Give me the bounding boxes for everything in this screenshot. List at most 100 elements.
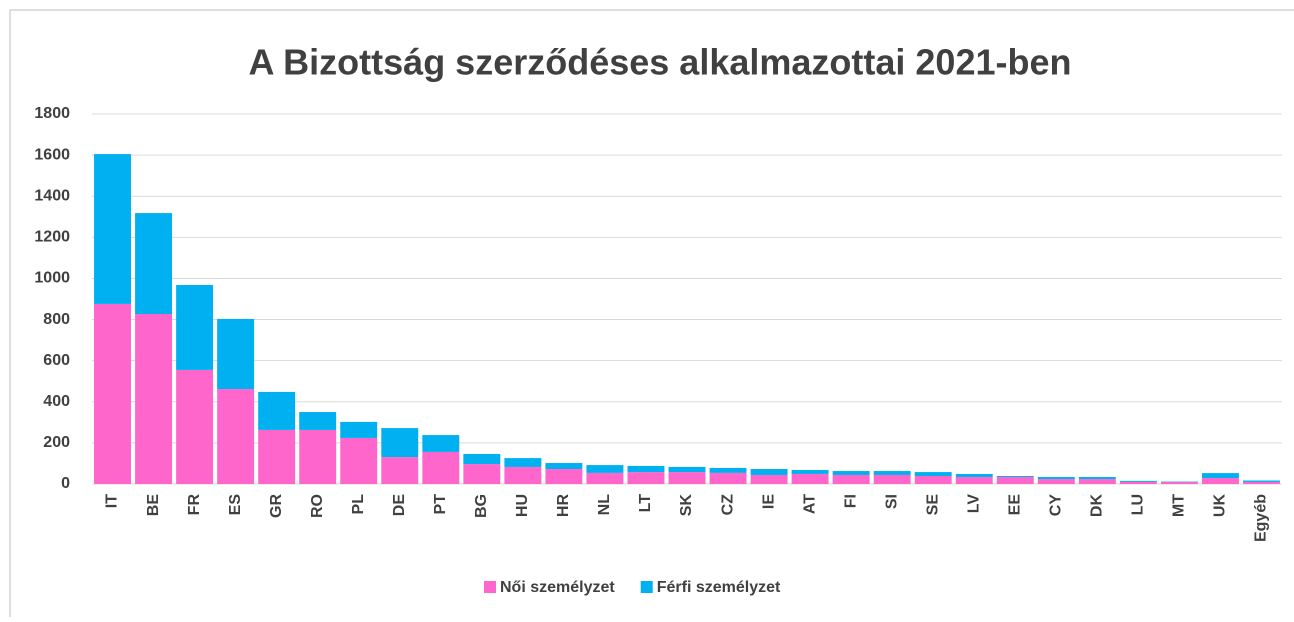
bar-segment xyxy=(545,463,582,469)
y-tick-label: 1600 xyxy=(34,146,70,163)
bar-segment xyxy=(1161,482,1198,484)
x-tick-label: FR xyxy=(186,494,203,516)
bar-segment xyxy=(956,474,993,477)
bar-segment xyxy=(258,430,295,484)
bar-segment xyxy=(586,465,623,473)
bar-segment xyxy=(1243,482,1280,484)
bar-segment xyxy=(94,304,131,484)
x-tick-label: NL xyxy=(596,494,613,516)
x-tick-label: Egyéb xyxy=(1253,494,1270,542)
bar-segment xyxy=(1202,473,1239,478)
y-tick-label: 200 xyxy=(43,434,70,451)
y-tick-label: 1800 xyxy=(34,105,70,122)
bar-segment xyxy=(956,477,993,484)
bar-segment xyxy=(422,452,459,484)
bar-segment xyxy=(669,467,706,472)
x-tick-label: IT xyxy=(104,494,121,508)
y-tick-label: 600 xyxy=(43,352,70,369)
bar-segment xyxy=(628,472,665,484)
bar-segment xyxy=(340,422,377,438)
bar-segment xyxy=(1079,479,1116,484)
y-tick-label: 400 xyxy=(43,393,70,410)
bar-segment xyxy=(833,475,870,484)
bar-segment xyxy=(997,476,1034,477)
bar-segment xyxy=(217,319,254,389)
x-tick-label: UK xyxy=(1212,494,1229,518)
x-tick-label: EE xyxy=(1006,494,1023,516)
bar-segment xyxy=(628,466,665,472)
bar-segment xyxy=(792,470,829,474)
legend-label: Női személyzet xyxy=(500,579,615,596)
bar-segment xyxy=(217,389,254,484)
legend-swatch xyxy=(484,581,496,593)
y-tick-label: 1400 xyxy=(34,187,70,204)
bar-segment xyxy=(422,435,459,452)
y-tick-label: 800 xyxy=(43,311,70,328)
bar-segment xyxy=(381,428,418,457)
bar-segment xyxy=(710,473,747,484)
bar-segment xyxy=(135,314,172,484)
legend-swatch xyxy=(641,581,653,593)
x-tick-label: CY xyxy=(1048,494,1065,517)
bar-segment xyxy=(504,458,541,467)
x-tick-label: CZ xyxy=(719,494,736,516)
x-tick-label: LU xyxy=(1130,494,1147,515)
bar-segment xyxy=(1243,481,1280,482)
bar-segment xyxy=(586,473,623,484)
x-tick-label: LV xyxy=(965,494,982,514)
x-tick-label: DE xyxy=(391,494,408,517)
bar-segment xyxy=(915,472,952,476)
x-tick-label: ES xyxy=(227,494,244,516)
legend-label: Férfi személyzet xyxy=(657,579,781,596)
bar-segment xyxy=(1202,478,1239,484)
x-tick-label: PT xyxy=(432,494,449,515)
chart-title: A Bizottság szerződéses alkalmazottai 20… xyxy=(249,42,1072,83)
x-tick-label: BG xyxy=(473,494,490,518)
bar-segment xyxy=(381,457,418,484)
y-tick-label: 1200 xyxy=(34,229,70,246)
x-tick-label: SK xyxy=(678,494,695,517)
x-tick-label: LT xyxy=(637,494,654,513)
bar-segment xyxy=(504,467,541,484)
bar-segment xyxy=(915,476,952,484)
x-tick-label: PL xyxy=(350,494,367,515)
x-tick-label: SE xyxy=(924,494,941,516)
bar-segment xyxy=(545,469,582,484)
bar-segment xyxy=(792,474,829,484)
x-tick-label: HR xyxy=(555,494,572,518)
bar-segment xyxy=(94,154,131,304)
bar-segment xyxy=(463,454,500,464)
bar-segment xyxy=(997,477,1034,484)
bar-segment xyxy=(135,213,172,314)
bar-segment xyxy=(258,392,295,430)
x-tick-label: HU xyxy=(514,494,531,517)
bar-segment xyxy=(1120,481,1157,482)
bar-segment xyxy=(751,475,788,484)
x-tick-label: DK xyxy=(1089,494,1106,518)
bar-segment xyxy=(176,285,213,370)
bar-segment xyxy=(751,469,788,475)
bar-segment xyxy=(1038,479,1075,484)
x-tick-label: AT xyxy=(801,494,818,514)
bar-segment xyxy=(710,468,747,473)
bar-segment xyxy=(874,475,911,484)
bar-segment xyxy=(299,412,336,430)
x-tick-label: BE xyxy=(145,494,162,517)
bar-segment xyxy=(1079,477,1116,479)
bar-segment xyxy=(299,430,336,484)
x-tick-label: FI xyxy=(842,494,859,508)
bar-segment xyxy=(1038,477,1075,479)
x-tick-label: SI xyxy=(883,494,900,509)
x-tick-label: GR xyxy=(268,494,285,518)
x-tick-label: RO xyxy=(309,494,326,518)
x-tick-label: IE xyxy=(760,494,777,509)
x-tick-label: MT xyxy=(1171,494,1188,517)
bar-segment xyxy=(833,471,870,475)
bar-segment xyxy=(340,438,377,484)
bar-segment xyxy=(874,471,911,475)
bar-segment xyxy=(669,472,706,484)
bar-segment xyxy=(176,370,213,484)
y-tick-label: 0 xyxy=(61,475,70,492)
bar-segment xyxy=(1120,482,1157,484)
